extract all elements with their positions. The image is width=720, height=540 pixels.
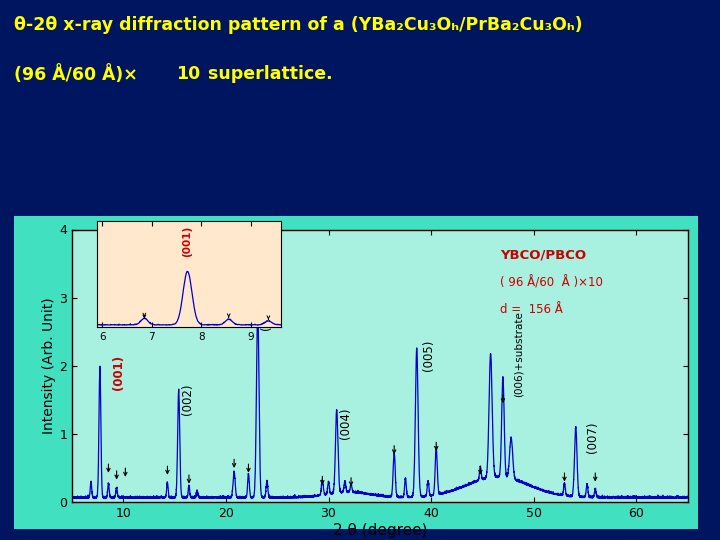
Text: θ-2θ x-ray diffraction pattern of a (YBa₂Cu₃Oₕ/PrBa₂Cu₃Oₕ): θ-2θ x-ray diffraction pattern of a (YBa… <box>14 16 583 34</box>
Text: (005): (005) <box>421 340 435 372</box>
Text: (96 Å/60 Å)×: (96 Å/60 Å)× <box>14 65 138 84</box>
Text: YBCO/PBCO: YBCO/PBCO <box>500 248 586 261</box>
Text: ( 96 Å/60  Å )×10: ( 96 Å/60 Å )×10 <box>500 276 603 289</box>
Text: (001): (001) <box>182 226 192 257</box>
Text: (002): (002) <box>181 383 194 415</box>
Text: (007): (007) <box>585 422 599 453</box>
Text: superlattice.: superlattice. <box>202 65 332 83</box>
X-axis label: 2 θ (degree): 2 θ (degree) <box>333 523 427 538</box>
Text: (006)+substrate: (006)+substrate <box>513 310 523 396</box>
Text: (003): (003) <box>261 299 274 330</box>
Text: (001): (001) <box>112 355 125 390</box>
Text: (004): (004) <box>339 408 353 440</box>
Y-axis label: Intensity (Arb. Unit): Intensity (Arb. Unit) <box>42 298 56 434</box>
Text: d =  156 Å: d = 156 Å <box>500 303 563 316</box>
Text: 10: 10 <box>176 65 201 83</box>
